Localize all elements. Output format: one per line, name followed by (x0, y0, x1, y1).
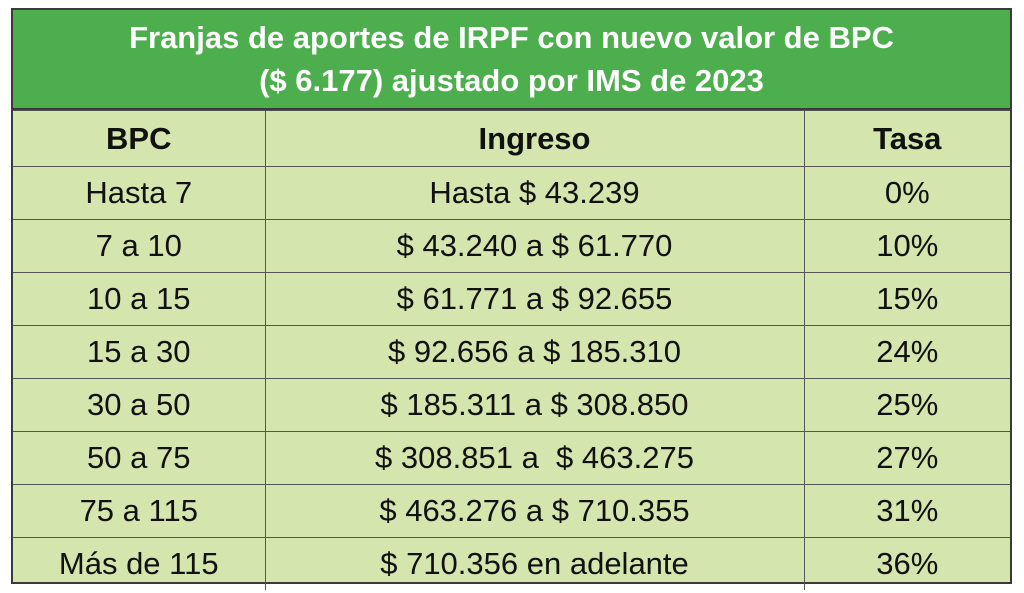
cell-bpc: 10 a 15 (13, 272, 266, 326)
title-line-1: Franjas de aportes de IRPF con nuevo val… (129, 20, 894, 55)
cell-bpc: 7 a 10 (13, 219, 266, 273)
cell-ingreso: $ 308.851 a $ 463.275 (264, 431, 805, 485)
table-row: Hasta 7 Hasta $ 43.239 0% (13, 166, 1010, 220)
cell-bpc: 50 a 75 (13, 431, 266, 485)
header-bpc: BPC (13, 110, 266, 167)
cell-bpc: Más de 115 (13, 537, 266, 590)
cell-ingreso: $ 43.240 a $ 61.770 (264, 219, 805, 273)
title-line-2: ($ 6.177) ajustado por IMS de 2023 (259, 63, 764, 98)
cell-tasa: 27% (803, 431, 1010, 485)
header-ingreso: Ingreso (264, 110, 805, 167)
table-row: 50 a 75 $ 308.851 a $ 463.275 27% (13, 431, 1010, 485)
table-row: 15 a 30 $ 92.656 a $ 185.310 24% (13, 325, 1010, 379)
cell-tasa: 10% (803, 219, 1010, 273)
cell-tasa: 0% (803, 166, 1010, 220)
cell-bpc: Hasta 7 (13, 166, 266, 220)
table-row: Más de 115 $ 710.356 en adelante 36% (13, 537, 1010, 590)
cell-tasa: 31% (803, 484, 1010, 538)
cell-bpc: 30 a 50 (13, 378, 266, 432)
cell-tasa: 15% (803, 272, 1010, 326)
header-row: BPC Ingreso Tasa (13, 110, 1010, 167)
irpf-brackets-table: BPC Ingreso Tasa Hasta 7 Hasta $ 43.239 … (13, 110, 1010, 590)
cell-ingreso: $ 463.276 a $ 710.355 (264, 484, 805, 538)
table-title: Franjas de aportes de IRPF con nuevo val… (13, 10, 1010, 110)
table-row: 7 a 10 $ 43.240 a $ 61.770 10% (13, 219, 1010, 273)
cell-ingreso: Hasta $ 43.239 (264, 166, 805, 220)
cell-ingreso: $ 61.771 a $ 92.655 (264, 272, 805, 326)
cell-tasa: 36% (803, 537, 1010, 590)
table-row: 30 a 50 $ 185.311 a $ 308.850 25% (13, 378, 1010, 432)
cell-tasa: 25% (803, 378, 1010, 432)
cell-ingreso: $ 92.656 a $ 185.310 (264, 325, 805, 379)
table-row: 10 a 15 $ 61.771 a $ 92.655 15% (13, 272, 1010, 326)
irpf-table-card: Franjas de aportes de IRPF con nuevo val… (11, 8, 1012, 590)
table-row: 75 a 115 $ 463.276 a $ 710.355 31% (13, 484, 1010, 538)
cell-tasa: 24% (803, 325, 1010, 379)
cell-bpc: 75 a 115 (13, 484, 266, 538)
header-tasa: Tasa (803, 110, 1010, 167)
cell-ingreso: $ 185.311 a $ 308.850 (264, 378, 805, 432)
cell-ingreso: $ 710.356 en adelante (264, 537, 805, 590)
cell-bpc: 15 a 30 (13, 325, 266, 379)
